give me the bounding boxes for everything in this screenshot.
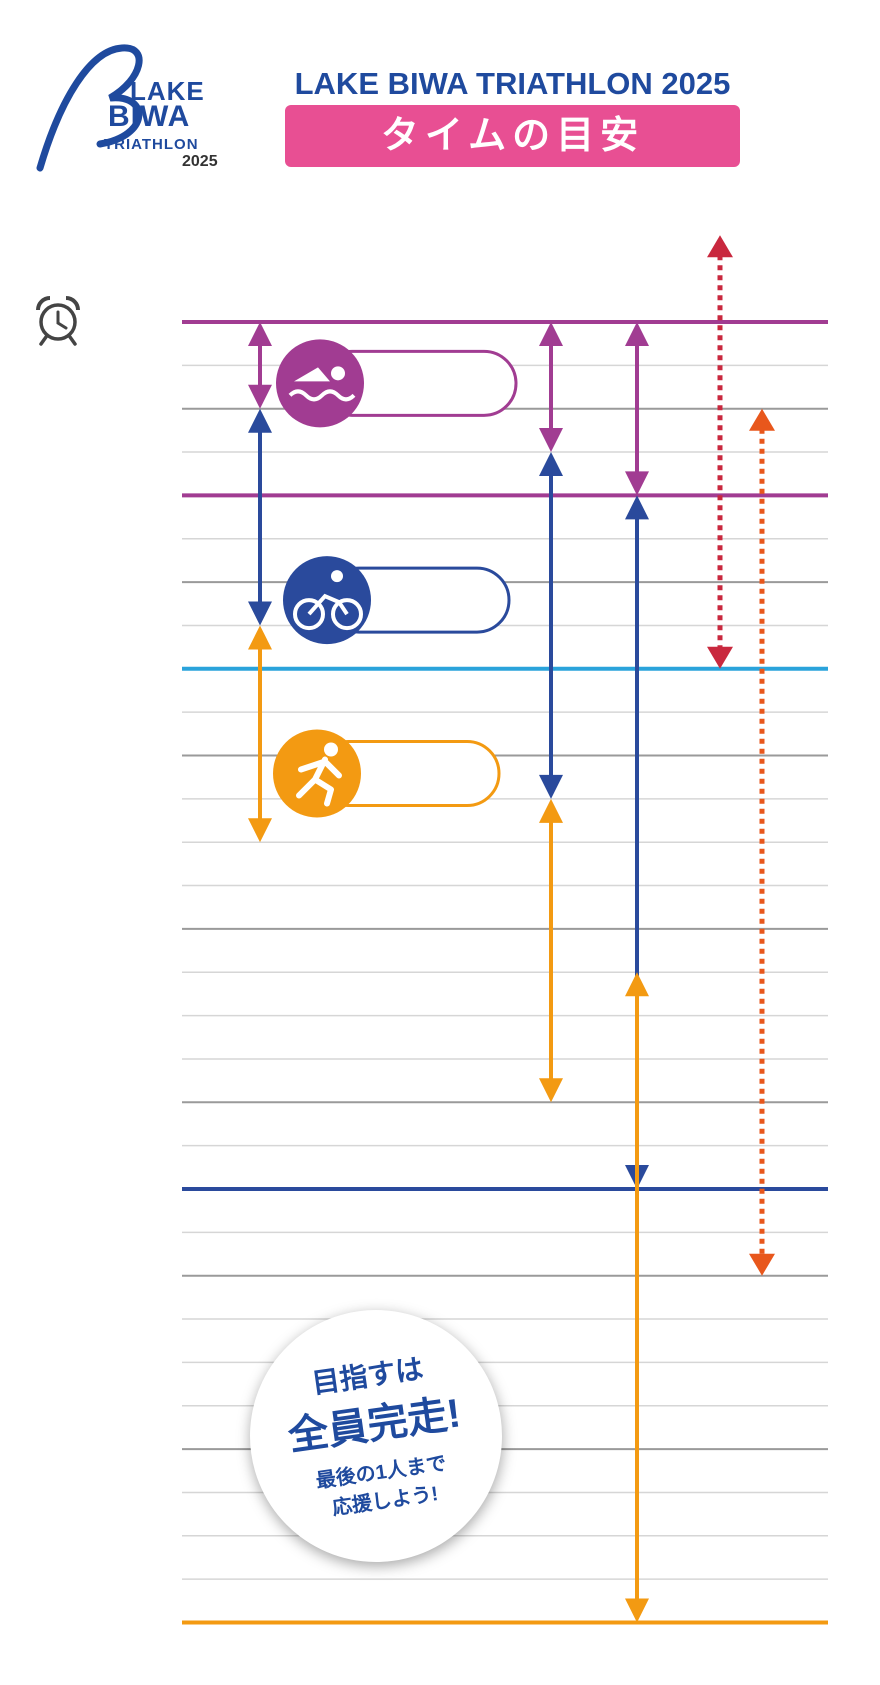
logo-triathlon: TRIATHLON <box>104 136 199 153</box>
alarm-clock-icon <box>36 296 80 346</box>
logo-biwa: BIWA <box>108 100 191 133</box>
event-logo: LAKE BIWA TRIATHLON 2025 <box>30 40 245 185</box>
swim-arrow <box>539 322 563 453</box>
traffic-restriction-arrow <box>749 408 775 1276</box>
page-title: LAKE BIWA TRIATHLON 2025 <box>294 66 731 101</box>
cyclist-icon <box>283 556 371 645</box>
logo-swoosh <box>36 44 143 172</box>
traffic-restriction-arrow <box>707 235 733 669</box>
swim-arrow <box>248 322 272 409</box>
run-arrow <box>539 798 563 1103</box>
swim-arrow <box>625 322 649 496</box>
stage-badge-swim <box>276 339 518 428</box>
swimmer-icon <box>276 339 364 428</box>
run-arrow <box>625 972 649 1623</box>
stage-badge-run <box>273 729 501 818</box>
logo-year: 2025 <box>182 153 218 170</box>
logo-lake: LAKE <box>130 76 205 106</box>
runner-icon <box>273 729 361 818</box>
bike-arrow <box>539 452 563 799</box>
stage-badge-bike <box>283 556 511 645</box>
run-arrow <box>248 625 272 843</box>
bike-arrow <box>248 408 272 626</box>
page-subtitle: タイムの目安 <box>285 105 740 167</box>
